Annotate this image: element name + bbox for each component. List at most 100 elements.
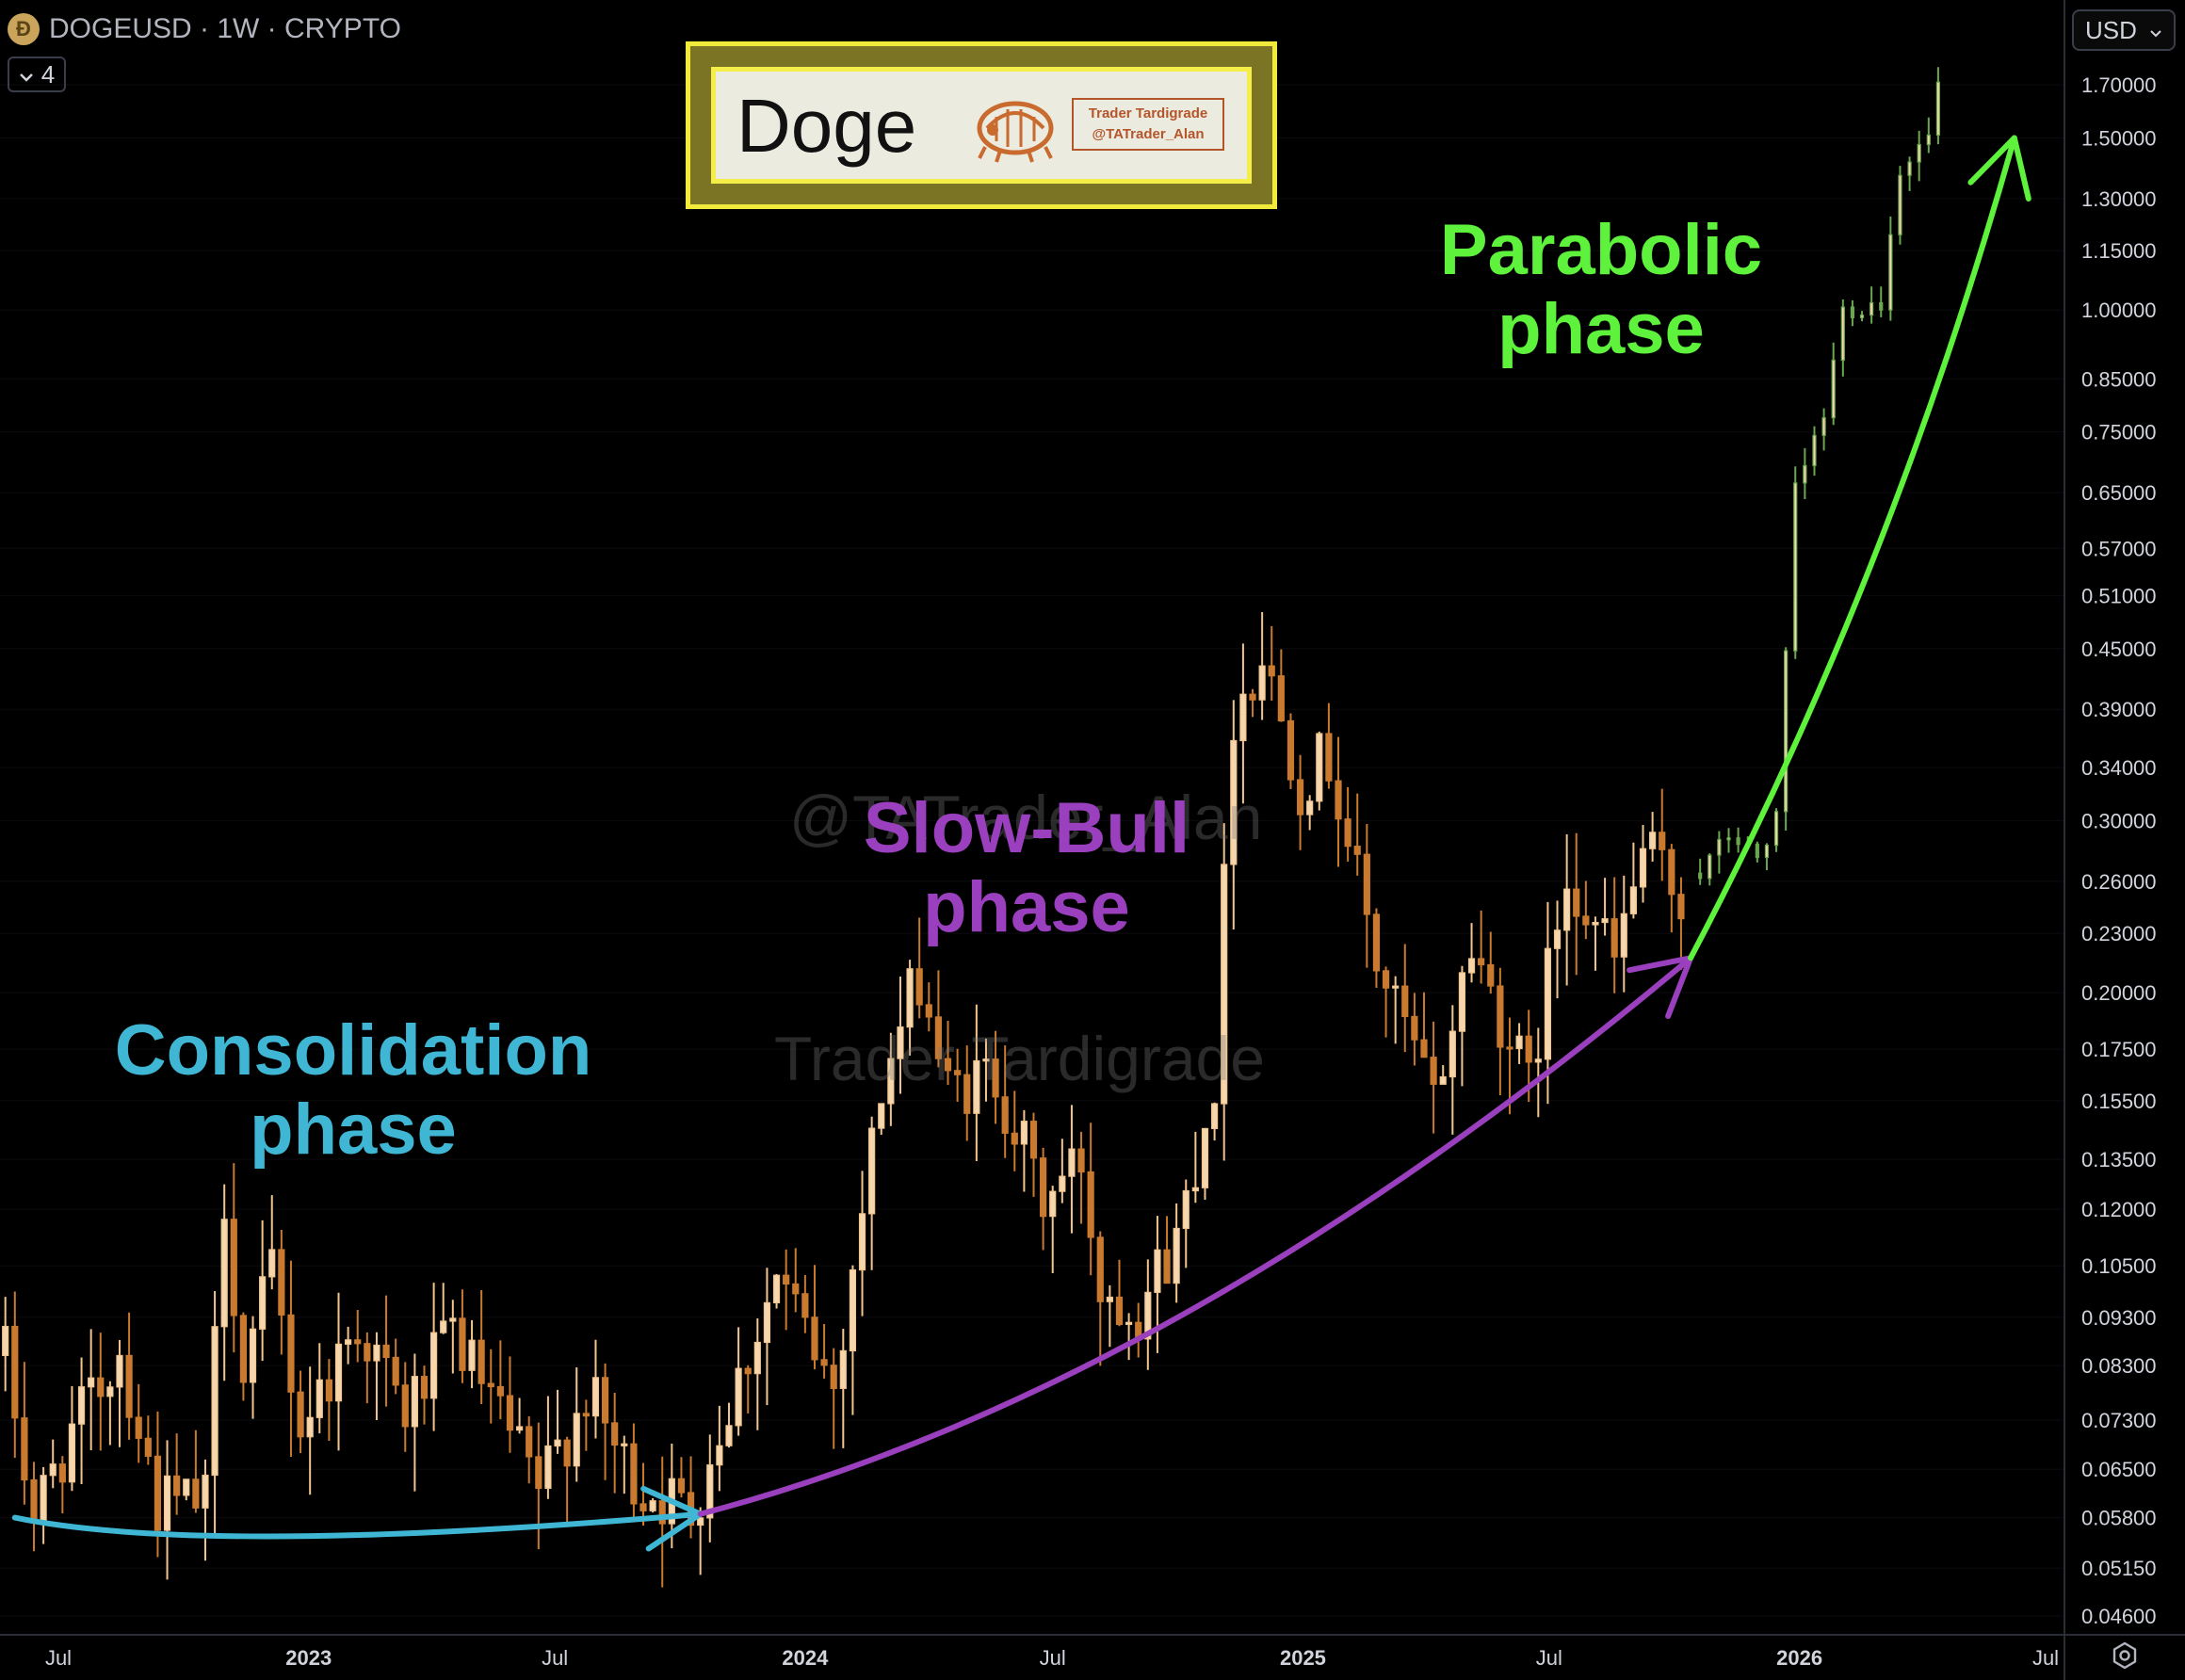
price-candle [316, 1379, 323, 1418]
projection-candle [1869, 301, 1874, 316]
price-candle [230, 1219, 237, 1317]
price-candle [1449, 1030, 1456, 1078]
phase-curve [697, 955, 1694, 1517]
price-candle [1649, 832, 1657, 849]
price-candle [1601, 918, 1609, 924]
price-candle [477, 1339, 485, 1384]
price-candle [1582, 915, 1590, 926]
time-axis[interactable]: Jul 2023 Jul 2024 Jul 2025 Jul 2026 Jul [45, 1646, 2059, 1670]
projection-candle [1935, 81, 1941, 137]
price-axis[interactable]: 1.70000 1.50000 1.30000 1.15000 1.00000 0.850… [2081, 73, 2157, 1628]
projection-candle [1784, 650, 1788, 813]
price-candle [116, 1354, 123, 1388]
chart-grid [0, 84, 2064, 1617]
price-candle [278, 1249, 285, 1316]
price-candle [658, 1500, 666, 1525]
price-candle [21, 1417, 28, 1481]
price-candle [934, 1016, 943, 1059]
price-candle [1087, 1171, 1094, 1238]
price-candle [173, 1475, 181, 1496]
price-candle [1249, 693, 1256, 701]
price-candle [1497, 985, 1504, 1048]
phase-curve [11, 1510, 704, 1540]
price-tick-label: 0.08300 [2081, 1354, 2157, 1378]
price-candle [163, 1475, 171, 1531]
price-candle [496, 1385, 504, 1397]
price-tick-label: 0.26000 [2081, 870, 2157, 894]
price-candle [582, 1413, 590, 1417]
price-candle [68, 1423, 76, 1483]
price-candle [401, 1384, 409, 1428]
projection-candle [1907, 161, 1912, 176]
price-candle [1296, 779, 1304, 816]
price-candle [1115, 1296, 1124, 1325]
currency-select[interactable]: USD [2072, 9, 2176, 51]
price-candle [858, 1213, 866, 1271]
parabolic-label-line1: Parabolic [1439, 210, 1763, 290]
price-candle [630, 1443, 638, 1505]
price-candle [334, 1343, 343, 1402]
price-candle [49, 1463, 57, 1477]
price-candle [1001, 1096, 1009, 1134]
price-candle [1210, 1103, 1219, 1130]
price-candle [1077, 1148, 1085, 1173]
price-candle [1154, 1249, 1161, 1293]
projection-candle [1917, 143, 1921, 163]
price-candle [735, 1367, 742, 1427]
price-candle [249, 1328, 257, 1383]
price-candle [487, 1382, 494, 1388]
price-candle [753, 1341, 761, 1375]
price-candle [897, 1026, 904, 1059]
price-candle [925, 1004, 932, 1018]
projection-candle [1850, 306, 1855, 318]
price-candle [763, 1301, 771, 1344]
price-candle [554, 1439, 561, 1447]
symbol-header[interactable]: Ð DOGEUSD · 1W · CRYPTO [8, 8, 401, 51]
price-candle [58, 1463, 66, 1483]
price-candle [1029, 1121, 1038, 1159]
price-candle [1487, 963, 1495, 987]
brand-banner-inner: Doge Trader Tardigrade @TATrader_Alan [711, 67, 1252, 184]
projection-candle [1879, 301, 1884, 311]
price-candle [1392, 985, 1400, 989]
price-candle [1639, 848, 1647, 888]
time-tick-label: 2026 [1776, 1646, 1822, 1670]
price-tick-label: 0.13500 [2081, 1148, 2157, 1171]
currency-label: USD [2085, 15, 2137, 44]
price-candle [154, 1455, 162, 1531]
price-candle [287, 1314, 295, 1393]
consolidation-label-line1: Consolidation [114, 1010, 592, 1090]
price-candle [468, 1339, 476, 1371]
price-candle [1467, 958, 1476, 974]
price-candle [77, 1386, 86, 1425]
price-tick-label: 0.09300 [2081, 1306, 2157, 1330]
price-candle [1573, 888, 1580, 917]
projection-candle [1831, 359, 1836, 419]
brand-tag-handle: @TATrader_Alan [1092, 126, 1205, 142]
price-candle [382, 1344, 390, 1359]
price-candle [192, 1478, 200, 1509]
price-tick-label: 1.30000 [2081, 187, 2157, 211]
price-candle [1201, 1127, 1209, 1188]
price-candle [1363, 853, 1370, 915]
price-candle [1335, 780, 1342, 820]
price-candle [440, 1320, 447, 1333]
price-candle [297, 1391, 304, 1438]
price-candle [563, 1439, 571, 1467]
price-tick-label: 0.05150 [2081, 1557, 2157, 1580]
price-candle [906, 968, 914, 1028]
price-candle [849, 1268, 857, 1352]
chart-settings-button[interactable] [2104, 1640, 2145, 1674]
price-candle [1221, 864, 1228, 1105]
price-candle [973, 1059, 980, 1114]
indicators-toggle[interactable]: 4 [8, 57, 66, 92]
price-candle [97, 1377, 105, 1397]
price-candle [1125, 1321, 1133, 1325]
price-candle [1182, 1189, 1190, 1230]
time-tick-label: 2023 [285, 1646, 332, 1670]
price-candle [411, 1376, 418, 1428]
brand-title: Doge [736, 84, 917, 168]
price-candle [1659, 832, 1666, 850]
brand-banner: Doge Trader Tardigrade @TATrader_Alan [686, 41, 1277, 209]
